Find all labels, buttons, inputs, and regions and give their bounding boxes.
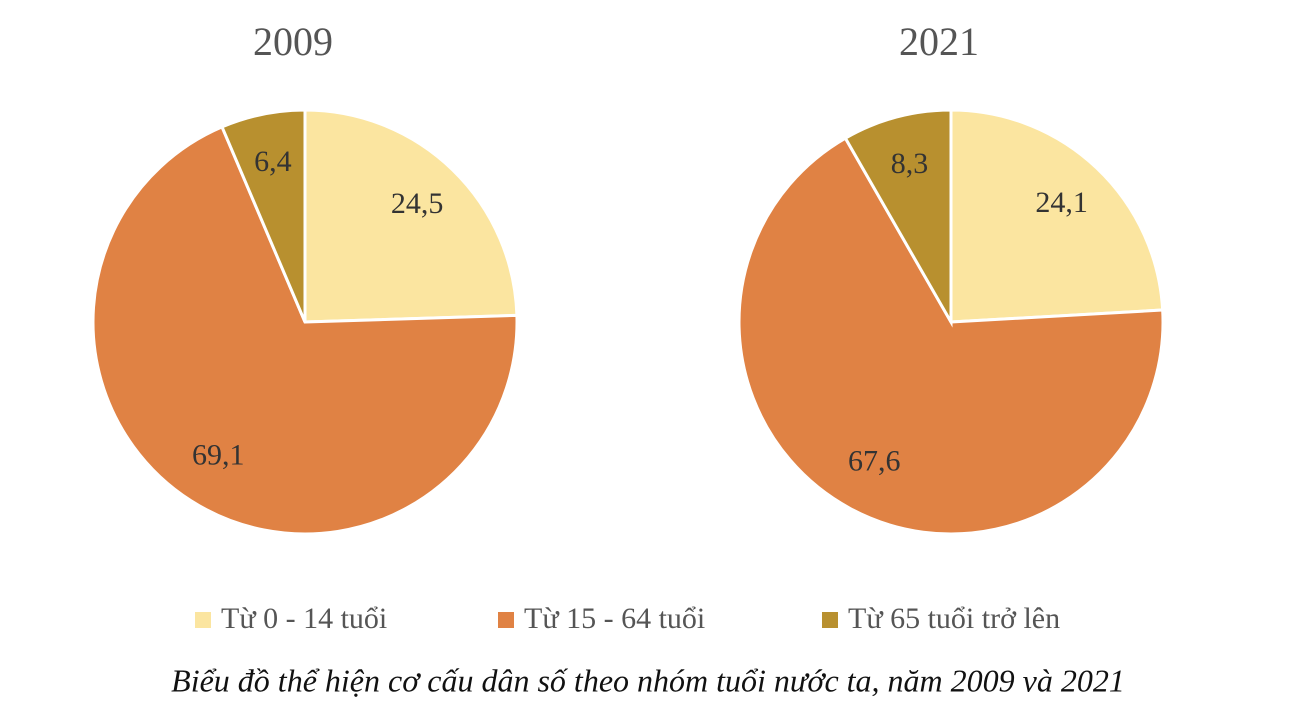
- pie-slice: [303, 108, 519, 324]
- pie-slice: [91, 124, 519, 536]
- pie-slice: [737, 136, 1165, 536]
- pie-slice: [220, 108, 307, 323]
- pie-slice: [843, 108, 953, 328]
- pie-title: 2021: [899, 19, 979, 64]
- data-label: 8,3: [891, 147, 929, 180]
- legend-label: Từ 15 - 64 tuổi: [524, 602, 705, 635]
- legend-label: Từ 65 tuổi trở lên: [848, 602, 1060, 635]
- data-label: 69,1: [192, 439, 245, 472]
- data-label: 24,5: [391, 187, 444, 220]
- pie-slice: [949, 108, 1165, 324]
- legend-swatch: [822, 612, 838, 628]
- pie-title: 2009: [253, 19, 333, 64]
- data-label: 24,1: [1035, 186, 1088, 219]
- legend-label: Từ 0 - 14 tuổi: [221, 602, 387, 635]
- legend-swatch: [498, 612, 514, 628]
- data-label: 67,6: [848, 445, 901, 478]
- caption: Biểu đồ thể hiện cơ cấu dân số theo nhóm…: [171, 662, 1125, 698]
- data-label: 6,4: [254, 145, 292, 178]
- legend-swatch: [195, 612, 211, 628]
